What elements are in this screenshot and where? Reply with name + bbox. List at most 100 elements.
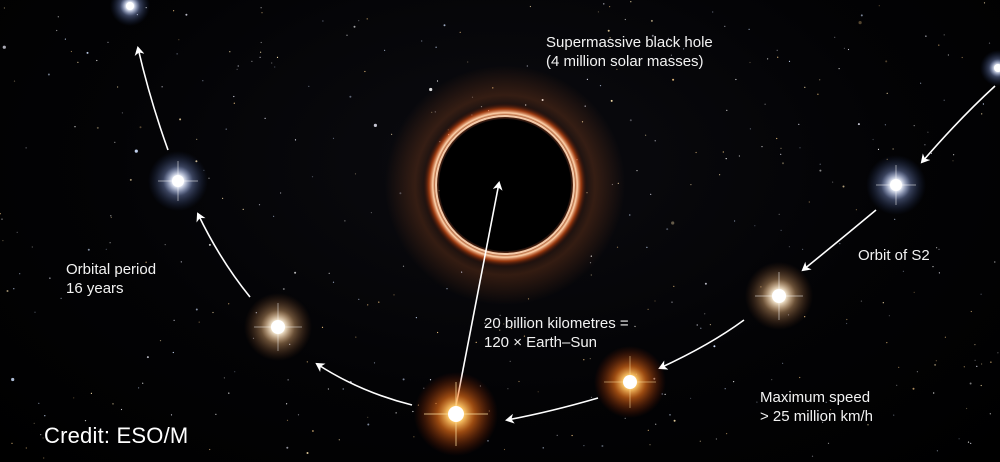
background-star <box>827 442 830 444</box>
background-star <box>459 31 461 33</box>
background-star <box>798 123 800 125</box>
background-star <box>696 324 698 326</box>
background-star <box>117 86 119 88</box>
max-speed-label: Maximum speed > 25 million km/h <box>760 388 873 426</box>
background-star <box>173 10 175 12</box>
background-star <box>529 5 532 8</box>
background-star <box>196 138 198 140</box>
background-star <box>87 248 90 251</box>
background-star <box>776 49 778 51</box>
background-star <box>982 103 985 105</box>
background-star <box>286 446 289 449</box>
background-star <box>233 95 235 98</box>
background-star <box>616 68 618 70</box>
background-star <box>799 147 801 149</box>
background-star <box>437 331 439 334</box>
star-s2-3 <box>244 293 312 361</box>
background-star <box>33 422 35 424</box>
background-star <box>542 447 544 449</box>
background-star <box>670 54 673 56</box>
background-star <box>843 47 846 50</box>
background-star <box>749 61 751 64</box>
background-star <box>280 192 282 194</box>
background-star <box>709 324 712 326</box>
background-star <box>552 38 554 40</box>
background-star <box>846 318 848 321</box>
background-star <box>342 388 344 390</box>
background-star <box>134 149 138 153</box>
background-star <box>110 215 112 217</box>
background-star <box>258 204 261 206</box>
background-star <box>988 42 991 44</box>
background-star <box>817 93 819 95</box>
background-star <box>242 208 244 210</box>
orbital-period-label-line2: 16 years <box>66 280 124 297</box>
background-star <box>974 359 976 361</box>
background-star <box>421 40 423 42</box>
background-star <box>629 214 631 216</box>
orbit-arrow-7 <box>134 46 169 151</box>
orbit-arrows <box>134 46 996 424</box>
background-star <box>523 335 526 337</box>
background-star <box>624 18 626 21</box>
background-star <box>898 366 900 368</box>
background-star <box>724 388 726 390</box>
background-star <box>195 308 198 311</box>
background-star <box>286 403 288 405</box>
background-star <box>228 392 230 394</box>
orbit-arrow-4 <box>505 397 599 424</box>
background-star <box>395 412 397 414</box>
background-star <box>129 178 132 181</box>
background-star <box>328 272 330 274</box>
background-star <box>583 359 585 361</box>
background-star <box>780 229 782 231</box>
background-star <box>353 25 356 28</box>
star-s2-8 <box>980 50 1000 86</box>
background-star <box>646 246 648 248</box>
background-star <box>11 377 15 382</box>
background-star <box>877 148 880 150</box>
background-star <box>64 38 66 40</box>
background-star <box>669 414 671 416</box>
background-star <box>145 261 147 263</box>
background-star <box>40 434 42 436</box>
background-star <box>234 371 236 373</box>
background-star <box>671 221 675 225</box>
background-star <box>671 301 673 303</box>
background-star <box>556 434 558 436</box>
background-star <box>963 366 965 368</box>
background-star <box>933 392 935 394</box>
background-star <box>722 151 724 153</box>
orbit-arrow-5 <box>315 362 413 406</box>
background-star <box>286 419 289 421</box>
background-star <box>264 117 266 119</box>
background-star <box>855 209 858 211</box>
background-star <box>886 92 888 94</box>
background-star <box>857 123 860 126</box>
background-star <box>140 272 143 275</box>
background-star <box>322 20 324 22</box>
background-star <box>172 351 174 354</box>
background-star <box>233 102 235 104</box>
background-star <box>209 448 211 451</box>
background-star <box>734 220 736 222</box>
background-star <box>507 388 509 390</box>
background-star <box>649 444 651 446</box>
background-star <box>726 433 728 435</box>
black-hole <box>385 65 625 305</box>
background-star <box>624 417 626 419</box>
background-star <box>159 340 162 342</box>
background-star <box>412 410 414 413</box>
background-star <box>925 35 927 37</box>
background-star <box>655 423 657 425</box>
background-star <box>260 51 262 53</box>
orbit-arrow-1 <box>920 85 996 164</box>
background-star <box>44 415 46 417</box>
orbital-period-label-line1: Orbital period <box>66 261 157 278</box>
background-star <box>953 154 955 156</box>
credit-text: Credit: ESO/M <box>44 423 189 448</box>
background-star <box>782 162 784 165</box>
background-star <box>13 288 15 290</box>
background-star <box>60 297 62 299</box>
